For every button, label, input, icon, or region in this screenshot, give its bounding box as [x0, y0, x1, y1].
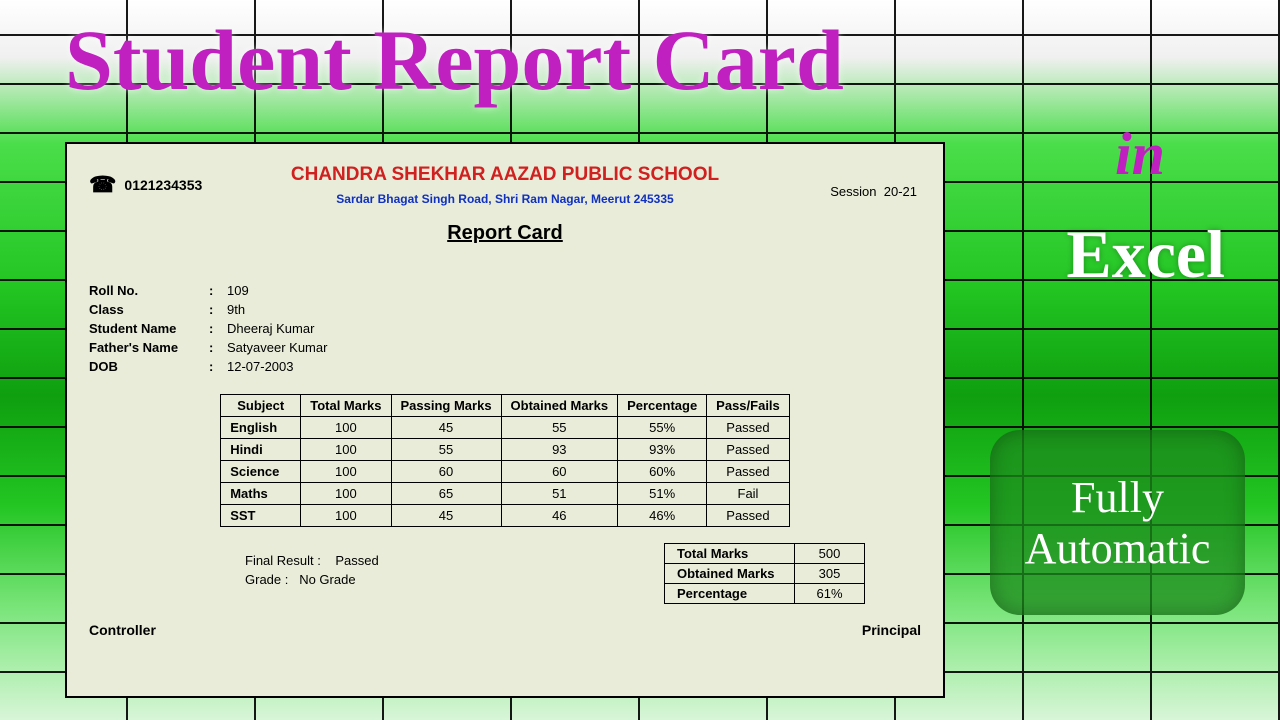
table-row: Maths100655151%Fail: [221, 483, 790, 505]
summary-obtained-label: Obtained Marks: [665, 564, 795, 584]
name-label: Student Name: [89, 321, 209, 336]
final-result-label: Final Result :: [245, 553, 321, 568]
roll-value: 109: [227, 283, 249, 298]
final-result: Final Result : Passed Grade : No Grade: [245, 553, 379, 604]
phone-row: ☎ 0121234353: [89, 172, 202, 198]
badge-line1: Fully: [1071, 472, 1164, 523]
table-cell: 100: [301, 417, 391, 439]
table-cell: 46%: [618, 505, 707, 527]
col-subject: Subject: [221, 395, 301, 417]
table-cell: Passed: [707, 505, 790, 527]
father-label: Father's Name: [89, 340, 209, 355]
table-row: SST100454646%Passed: [221, 505, 790, 527]
controller-label: Controller: [89, 622, 156, 638]
table-cell: 55: [391, 439, 501, 461]
title-in: in: [1115, 120, 1165, 189]
dob-label: DOB: [89, 359, 209, 374]
grade-value: No Grade: [299, 572, 355, 587]
phone-icon: ☎: [89, 172, 116, 198]
final-result-value: Passed: [335, 553, 378, 568]
table-cell: 60: [391, 461, 501, 483]
summary-pc-label: Percentage: [665, 584, 795, 604]
table-cell: Fail: [707, 483, 790, 505]
fully-automatic-badge: Fully Automatic: [990, 430, 1245, 615]
signatures: Controller Principal: [85, 622, 925, 638]
roll-label: Roll No.: [89, 283, 209, 298]
table-cell: 60: [501, 461, 618, 483]
report-card: ☎ 0121234353 Session 20-21 CHANDRA SHEKH…: [65, 142, 945, 698]
table-row: Science100606060%Passed: [221, 461, 790, 483]
col-obtained: Obtained Marks: [501, 395, 618, 417]
col-total: Total Marks: [301, 395, 391, 417]
col-passing: Passing Marks: [391, 395, 501, 417]
name-value: Dheeraj Kumar: [227, 321, 314, 336]
table-cell: 100: [301, 483, 391, 505]
table-cell: Passed: [707, 417, 790, 439]
table-cell: 65: [391, 483, 501, 505]
table-cell: Hindi: [221, 439, 301, 461]
table-cell: 100: [301, 439, 391, 461]
session: Session 20-21: [830, 184, 917, 199]
table-row: English100455555%Passed: [221, 417, 790, 439]
table-cell: 46: [501, 505, 618, 527]
table-cell: Passed: [707, 439, 790, 461]
table-cell: Maths: [221, 483, 301, 505]
table-cell: SST: [221, 505, 301, 527]
session-value: 20-21: [884, 184, 917, 199]
table-cell: 55: [501, 417, 618, 439]
table-cell: 51: [501, 483, 618, 505]
summary-obtained-value: 305: [795, 564, 865, 584]
table-cell: Science: [221, 461, 301, 483]
school-address: Sardar Bhagat Singh Road, Shri Ram Nagar…: [85, 192, 925, 206]
title-excel: Excel: [1066, 215, 1225, 294]
phone-number: 0121234353: [124, 177, 202, 193]
table-header-row: Subject Total Marks Passing Marks Obtain…: [221, 395, 790, 417]
table-row: Hindi100559393%Passed: [221, 439, 790, 461]
summary-total-value: 500: [795, 544, 865, 564]
table-cell: 93%: [618, 439, 707, 461]
student-info: Roll No.:109 Class:9th Student Name:Dhee…: [89, 283, 925, 374]
dob-value: 12-07-2003: [227, 359, 294, 374]
table-cell: 51%: [618, 483, 707, 505]
table-cell: 93: [501, 439, 618, 461]
table-cell: Passed: [707, 461, 790, 483]
father-value: Satyaveer Kumar: [227, 340, 327, 355]
card-header: ☎ 0121234353 Session 20-21 CHANDRA SHEKH…: [85, 164, 925, 245]
bottom-section: Final Result : Passed Grade : No Grade T…: [85, 543, 925, 604]
table-cell: 45: [391, 417, 501, 439]
summary-total-label: Total Marks: [665, 544, 795, 564]
report-card-heading: Report Card: [85, 222, 925, 245]
class-label: Class: [89, 302, 209, 317]
class-value: 9th: [227, 302, 245, 317]
grade-label: Grade :: [245, 572, 288, 587]
table-cell: 55%: [618, 417, 707, 439]
table-cell: English: [221, 417, 301, 439]
school-name: CHANDRA SHEKHAR AAZAD PUBLIC SCHOOL: [85, 164, 925, 186]
summary-pc-value: 61%: [795, 584, 865, 604]
principal-label: Principal: [862, 622, 921, 638]
summary-table: Total Marks500 Obtained Marks305 Percent…: [664, 543, 865, 604]
session-label: Session: [830, 184, 876, 199]
table-cell: 100: [301, 461, 391, 483]
col-passfail: Pass/Fails: [707, 395, 790, 417]
col-percentage: Percentage: [618, 395, 707, 417]
title-main: Student Report Card: [65, 10, 844, 110]
table-cell: 100: [301, 505, 391, 527]
table-cell: 45: [391, 505, 501, 527]
table-cell: 60%: [618, 461, 707, 483]
marks-table: Subject Total Marks Passing Marks Obtain…: [220, 394, 790, 527]
badge-line2: Automatic: [1025, 523, 1211, 574]
